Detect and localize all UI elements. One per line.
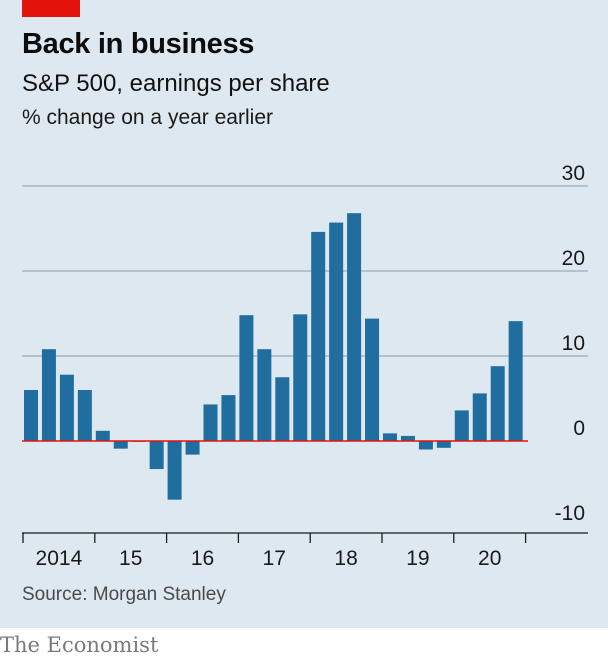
bar: [293, 314, 308, 441]
bar: [311, 231, 326, 441]
bar: [77, 390, 92, 441]
chart-title: Back in business: [22, 28, 255, 60]
bar: [400, 435, 415, 441]
bar: [454, 410, 469, 441]
bar: [185, 441, 200, 455]
y-tick-label: 10: [562, 332, 585, 355]
x-tick-label: 16: [191, 547, 214, 570]
bar: [113, 441, 128, 449]
source-note: Source: Morgan Stanley: [22, 584, 226, 605]
bar: [221, 395, 236, 441]
x-tick-label: 15: [119, 547, 142, 570]
bar: [239, 315, 254, 441]
bar: [149, 441, 164, 470]
x-tick-label: 17: [263, 547, 286, 570]
bar: [59, 374, 74, 441]
bar: [24, 390, 38, 441]
bar: [365, 318, 380, 441]
brand-red-tag: [22, 0, 80, 17]
bar: [167, 441, 182, 500]
chart-panel: [0, 0, 608, 628]
bar: [418, 441, 433, 450]
bar: [203, 404, 218, 441]
x-tick-label: 18: [334, 547, 357, 570]
y-tick-label: 0: [573, 417, 585, 440]
x-tick-label: 2014: [36, 547, 83, 570]
bar-chart: -10 0 10 20 30 2014 15 16 17 18 19 20: [22, 162, 588, 570]
bar: [41, 349, 56, 441]
chart-subtitle: S&P 500, earnings per share: [22, 70, 330, 97]
brand-logo: The Economist: [0, 633, 159, 657]
bar: [436, 441, 451, 448]
x-tick-label: 19: [406, 547, 429, 570]
axes: -10 0 10 20 30 2014 15 16 17 18 19 20: [22, 162, 588, 570]
bar: [95, 430, 110, 441]
bar: [329, 222, 344, 441]
bar: [508, 321, 523, 441]
bar: [275, 377, 290, 441]
bar: [472, 393, 487, 441]
y-tick-label: 30: [562, 162, 585, 185]
bar: [257, 349, 272, 441]
y-tick-label: -10: [555, 502, 585, 525]
x-tick-label: 20: [478, 547, 501, 570]
bar: [383, 433, 397, 441]
chart-unit-label: % change on a year earlier: [22, 106, 273, 129]
bar: [490, 366, 505, 441]
bar: [347, 213, 362, 441]
y-tick-label: 20: [562, 247, 585, 270]
